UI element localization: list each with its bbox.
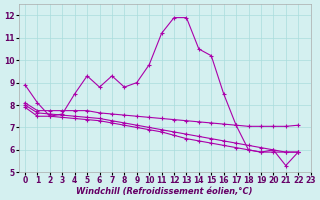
X-axis label: Windchill (Refroidissement éolien,°C): Windchill (Refroidissement éolien,°C) xyxy=(76,187,253,196)
